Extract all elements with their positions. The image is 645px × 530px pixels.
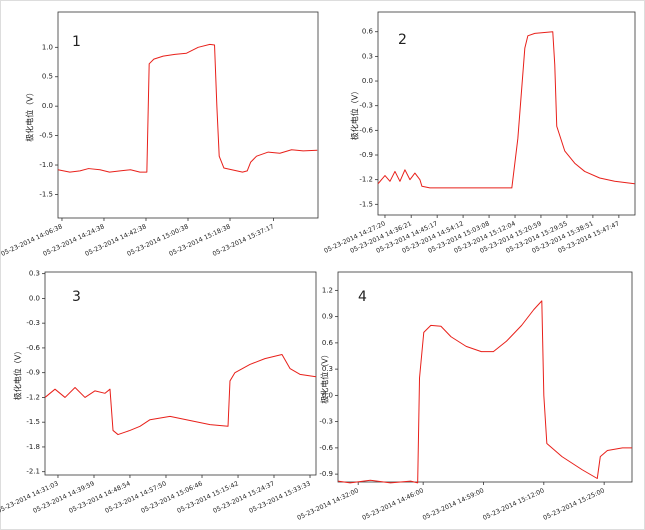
y-tick-label: 0.0: [29, 294, 40, 302]
y-tick-label: 1.0: [42, 43, 53, 51]
y-tick-label: 0.0: [322, 391, 333, 399]
y-tick-label: 0.6: [362, 28, 374, 36]
y-tick-label: 0.0: [362, 77, 373, 85]
y-tick-label: -0.6: [359, 126, 373, 134]
y-axis-label: 极化电位（V）: [350, 87, 360, 140]
y-tick-label: 0.3: [362, 52, 373, 60]
data-line: [337, 300, 632, 484]
data-line: [377, 31, 635, 189]
y-tick-label: -1.2: [26, 393, 40, 401]
y-tick-label: -1.8: [26, 443, 40, 451]
y-tick-label: -0.5: [39, 132, 53, 140]
y-tick-label: -1.5: [26, 418, 40, 426]
panel-label: 3: [72, 289, 81, 305]
y-tick-label: -1.5: [359, 200, 373, 208]
y-tick-label: 0.6: [322, 339, 334, 347]
panel-label: 1: [72, 34, 81, 50]
y-axis-label: 极化电位（V）: [320, 350, 330, 403]
y-tick-label: -1.5: [39, 190, 53, 198]
y-tick-label: -0.3: [26, 319, 40, 327]
y-tick-label: -0.9: [319, 470, 333, 478]
y-tick-label: -2.1: [26, 468, 40, 476]
y-tick-label: 1.2: [322, 286, 333, 294]
y-tick-label: 0.5: [42, 73, 53, 81]
data-line: [44, 354, 317, 436]
y-tick-label: -0.6: [26, 344, 40, 352]
y-tick-label: -0.6: [319, 444, 333, 452]
y-tick-label: -0.9: [359, 151, 373, 159]
y-tick-label: 0.3: [322, 365, 333, 373]
data-line: [57, 43, 318, 173]
y-tick-label: -0.9: [26, 369, 40, 377]
y-tick-label: 0.0: [42, 102, 53, 110]
y-tick-label: 0.3: [29, 270, 40, 278]
y-axis-label: 极化电位（V）: [25, 88, 35, 141]
y-tick-label: -1.2: [359, 176, 373, 184]
y-tick-label: 0.9: [322, 313, 333, 321]
plot-frame: [377, 11, 636, 216]
y-axis-label: 极化电位（V）: [13, 347, 23, 400]
y-tick-label: -1.0: [39, 161, 53, 169]
y-tick-label: -0.3: [319, 418, 333, 426]
plot-frame: [337, 271, 633, 483]
panel-label: 4: [358, 289, 367, 305]
y-tick-label: -0.3: [359, 102, 373, 110]
plot-frame: [44, 271, 317, 476]
panel-label: 2: [398, 32, 407, 48]
